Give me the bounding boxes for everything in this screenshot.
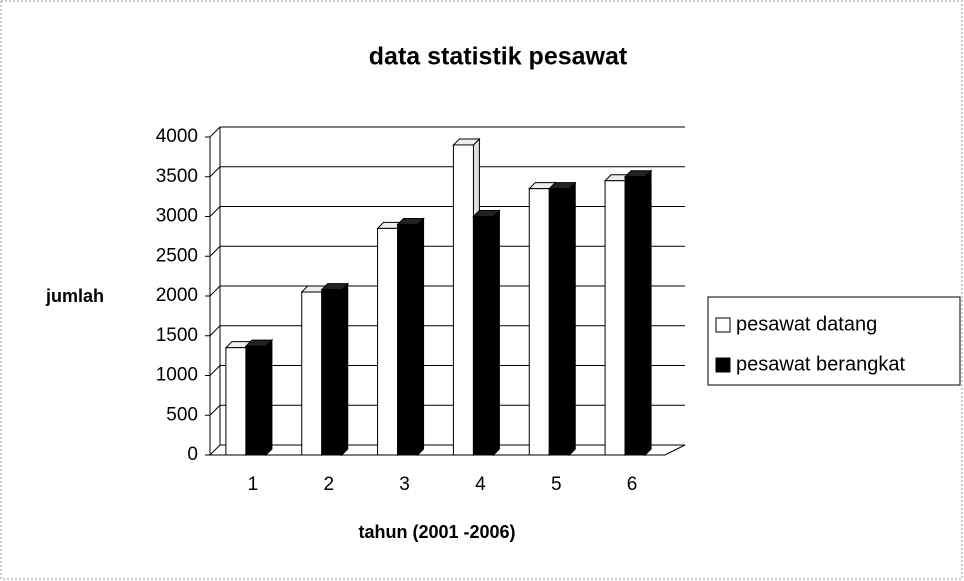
x-tick-label: 1 [248, 474, 259, 495]
bar [604, 180, 626, 456]
bar [377, 227, 399, 456]
grid-line-diag [209, 206, 221, 217]
y-tick-label: 2500 [156, 245, 198, 266]
bar [321, 289, 343, 456]
legend-label: pesawat datang [736, 313, 877, 335]
bar-side [265, 338, 273, 457]
x-tick-label: 6 [627, 474, 638, 495]
grid-line-diag [209, 126, 221, 138]
bar [397, 223, 419, 456]
grid-line-diag [209, 444, 221, 456]
bar [472, 216, 494, 456]
legend-swatch [715, 357, 731, 373]
grid-line-diag [209, 325, 221, 337]
bar-side [644, 169, 652, 457]
bar-side [492, 209, 500, 457]
bar-side [341, 282, 349, 457]
legend-label: pesawat berangkat [736, 353, 905, 375]
y-tick-label: 500 [166, 404, 198, 425]
grid-line-diag [209, 404, 221, 416]
y-tick-label: 3500 [156, 166, 198, 187]
y-tick-label: 1000 [156, 365, 198, 386]
chart-title: data statistik pesawat [369, 43, 628, 71]
bar [528, 188, 550, 456]
x-tick-label: 2 [323, 474, 334, 495]
grid-line-diag [209, 166, 221, 178]
y-tick-label: 0 [187, 444, 198, 465]
x-axis-label: tahun (2001 -2006) [358, 522, 515, 542]
x-tick-label: 3 [399, 474, 410, 495]
bar [245, 345, 267, 456]
y-tick-label: 2000 [156, 285, 198, 306]
y-tick-label: 4000 [156, 126, 198, 147]
grid-line-diag [209, 365, 221, 376]
x-tick-label: 4 [475, 474, 486, 495]
legend-swatch [715, 317, 731, 333]
bar [301, 291, 323, 456]
bar [548, 188, 570, 456]
bar [624, 176, 646, 456]
grid-line-diag [209, 245, 221, 257]
legend-box [707, 296, 961, 386]
y-tick-label: 1500 [156, 325, 198, 346]
y-tick-label: 3000 [156, 206, 198, 227]
bar-side [417, 217, 425, 457]
bar-side [568, 181, 576, 457]
x-tick-label: 5 [551, 474, 562, 495]
y-axis-label: jumlah [45, 286, 104, 306]
grid-line-diag [209, 285, 221, 297]
bar [225, 347, 247, 456]
bar [452, 144, 474, 456]
